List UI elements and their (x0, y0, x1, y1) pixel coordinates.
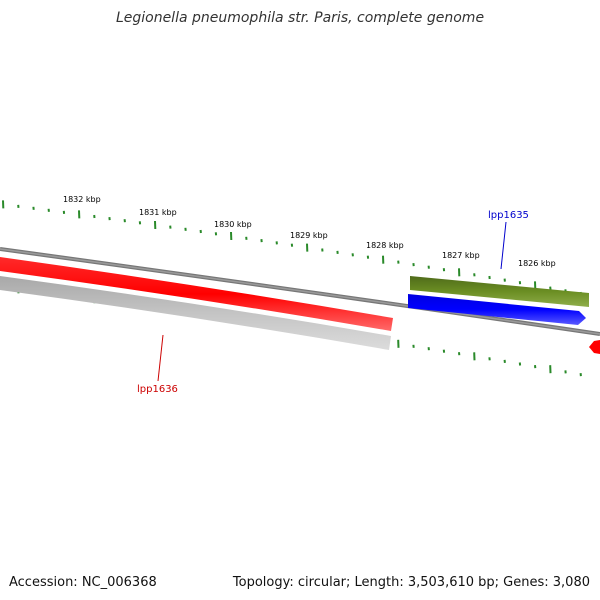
gene-label-lpp1635[interactable]: lpp1635 (488, 210, 529, 221)
scale-label-1827: 1827 kbp (442, 251, 480, 260)
accession-text: Accession: NC_006368 (9, 575, 157, 590)
scale-labels: 1832 kbp 1831 kbp 1830 kbp 1829 kbp 1828… (63, 195, 556, 268)
gene-label-lpp1636[interactable]: lpp1636 (137, 384, 178, 395)
scale-label-1832: 1832 kbp (63, 195, 101, 204)
label-leader-lpp1635 (500, 221, 507, 270)
forward-cds-track (410, 276, 589, 307)
reverse-cds-track (0, 276, 391, 350)
genome-backbone-highlight (0, 248, 600, 335)
label-leader-lpp1636 (157, 334, 164, 382)
scale-label-1830: 1830 kbp (214, 220, 252, 229)
gene-partial-right[interactable] (589, 340, 600, 354)
gene-lpp1636[interactable] (0, 257, 393, 331)
scale-label-1831: 1831 kbp (139, 208, 177, 217)
outer-scale-ticks (2, 200, 582, 296)
map-title: Legionella pneumophila str. Paris, compl… (115, 10, 485, 26)
scale-label-1829: 1829 kbp (290, 231, 328, 240)
scale-label-1828: 1828 kbp (366, 241, 404, 250)
gene-lpp1635[interactable] (408, 294, 586, 325)
scale-label-1826: 1826 kbp (518, 259, 556, 268)
genome-summary-text: Topology: circular; Length: 3,503,610 bp… (232, 575, 590, 590)
